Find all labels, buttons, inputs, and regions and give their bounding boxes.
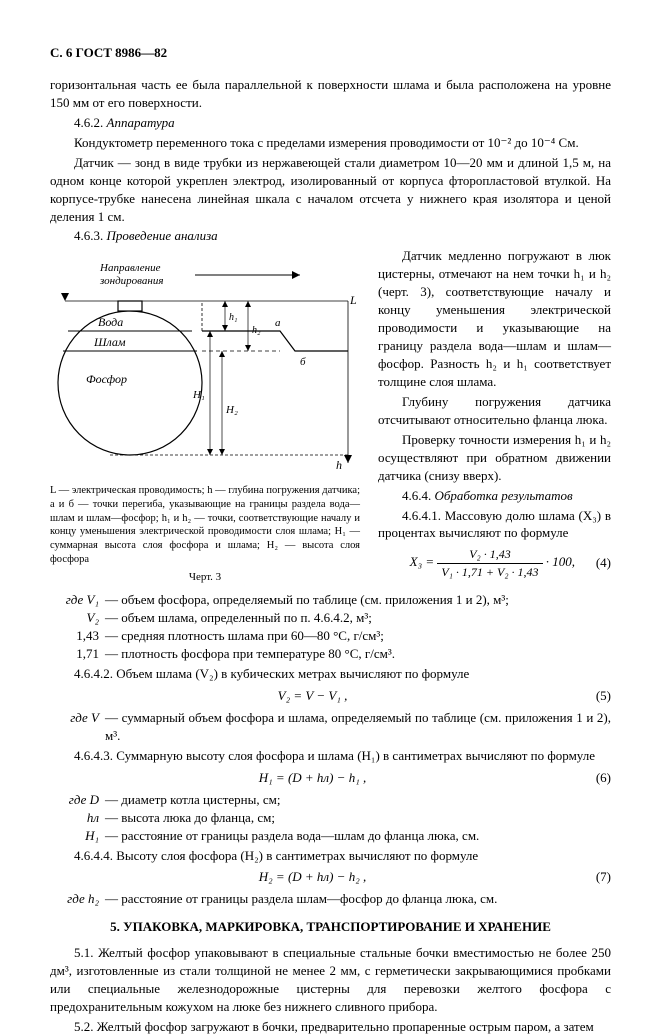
where-desc: — диаметр котла цистерны, см; xyxy=(105,791,611,809)
paragraph: 4.6.4.4. Высоту слоя фосфора (H₂) в сант… xyxy=(50,847,611,865)
figure-block: Направление зондирования L Вода Шлам Фос… xyxy=(50,253,360,585)
formula-number: (5) xyxy=(575,687,611,705)
where-label: где xyxy=(66,592,84,607)
axis-arrowhead xyxy=(61,293,69,301)
phos-label: Фосфор xyxy=(86,372,127,386)
formula-number: (7) xyxy=(575,868,611,886)
formula-7-row: H₂ = (D + hл) − h₂ , (7) xyxy=(50,868,611,886)
figure-caption: L — электрическая проводимость; h — глуб… xyxy=(50,484,360,566)
point-b: б xyxy=(300,356,306,368)
where-block-5: где V— суммарный объем фосфора и шлама, … xyxy=(50,709,611,745)
formula-lhs: X₃ = xyxy=(410,554,434,569)
section-title-text: Аппаратура xyxy=(107,115,175,130)
formula-6: H₁ = (D + hл) − h₁ , xyxy=(259,769,366,787)
arrow-label-2: зондирования xyxy=(99,275,163,287)
where-block-7: где h₂— расстояние от границы раздела шл… xyxy=(50,890,611,908)
where-desc: — объем фосфора, определяемый по таблице… xyxy=(105,591,611,609)
formula-number: (6) xyxy=(575,769,611,787)
document-page: С. 6 ГОСТ 8986—82 горизонтальная часть е… xyxy=(0,0,661,936)
paragraph: горизонтальная часть ее была параллельно… xyxy=(50,76,611,112)
formula-5-row: V₂ = V − V₁ , (5) xyxy=(50,687,611,705)
formula-num: V₂ · 1,43 xyxy=(437,546,542,564)
point-a: a xyxy=(275,317,281,329)
paragraph: 5.2. Желтый фосфор загружают в бочки, пр… xyxy=(50,1018,611,1036)
formula-6-row: H₁ = (D + hл) − h₁ , (6) xyxy=(50,769,611,787)
section-number: 4.6.4. xyxy=(402,488,435,503)
dim-h1: h₁ xyxy=(229,312,237,323)
paragraph: 4.6.4.2. Объем шлама (V₂) в кубических м… xyxy=(50,665,611,683)
axis-h-label: h xyxy=(336,458,342,472)
dim-H2: H₂ xyxy=(225,404,238,416)
paragraph: Датчик — зонд в виде трубки из нержавеющ… xyxy=(50,154,611,226)
axis-l-label: L xyxy=(349,293,357,307)
formula-den: V₁ · 1,71 + V₂ · 1,43 xyxy=(437,564,542,581)
section-number: 4.6.3. xyxy=(74,228,107,243)
where-block-6: где D— диаметр котла цистерны, см; hл— в… xyxy=(50,791,611,845)
section-5-title: 5. УПАКОВКА, МАРКИРОВКА, ТРАНСПОРТИРОВАН… xyxy=(50,918,611,936)
dim-h2: h₂ xyxy=(252,325,261,336)
where-desc: — плотность фосфора при температуре 80 °… xyxy=(105,645,611,663)
formula-number: (4) xyxy=(575,554,611,572)
formula-7: H₂ = (D + hл) − h₂ , xyxy=(259,868,366,886)
formula-5: V₂ = V − V₁ , xyxy=(278,687,348,705)
where-desc: — средняя плотность шлама при 60—80 °С, … xyxy=(105,627,611,645)
water-label: Вода xyxy=(98,315,123,329)
section-title-text: Проведение анализа xyxy=(107,228,218,243)
page-header: С. 6 ГОСТ 8986—82 xyxy=(50,44,611,62)
paragraph: Кондуктометр переменного тока с пределам… xyxy=(50,134,611,152)
slurry-label: Шлам xyxy=(93,335,126,349)
formula-4: X₃ = V₂ · 1,43 V₁ · 1,71 + V₂ · 1,43 · 1… xyxy=(410,546,575,580)
paragraph: 4.6.4.3. Суммарную высоту слоя фосфора и… xyxy=(50,747,611,765)
where-desc: — высота люка до фланца, см; xyxy=(105,809,611,827)
dim-H1: H₁ xyxy=(192,389,205,401)
arrow-label-1: Направление xyxy=(99,262,161,274)
where-desc: — расстояние от границы раздела вода—шла… xyxy=(105,827,611,845)
formula-4-row: X₃ = V₂ · 1,43 V₁ · 1,71 + V₂ · 1,43 · 1… xyxy=(378,546,611,580)
figure-label: Черт. 3 xyxy=(50,570,360,585)
where-block-4: где V₁— объем фосфора, определяемый по т… xyxy=(50,591,611,663)
formula-tail: · 100, xyxy=(546,554,575,569)
where-desc: — суммарный объем фосфора и шлама, опред… xyxy=(105,709,611,745)
paragraph: 5.1. Желтый фосфор упаковывают в специал… xyxy=(50,944,611,1016)
where-desc: — объем шлама, определенный по п. 4.6.4.… xyxy=(105,609,611,627)
where-desc: — расстояние от границы раздела шлам—фос… xyxy=(105,890,611,908)
diagram-svg: Направление зондирования L Вода Шлам Фос… xyxy=(50,253,360,473)
section-number: 4.6.2. xyxy=(74,115,107,130)
section-4-6-2: 4.6.2. Аппаратура xyxy=(50,114,611,132)
section-title-text: Обработка результатов xyxy=(435,488,573,503)
section-4-6-3: 4.6.3. Проведение анализа xyxy=(50,227,611,245)
